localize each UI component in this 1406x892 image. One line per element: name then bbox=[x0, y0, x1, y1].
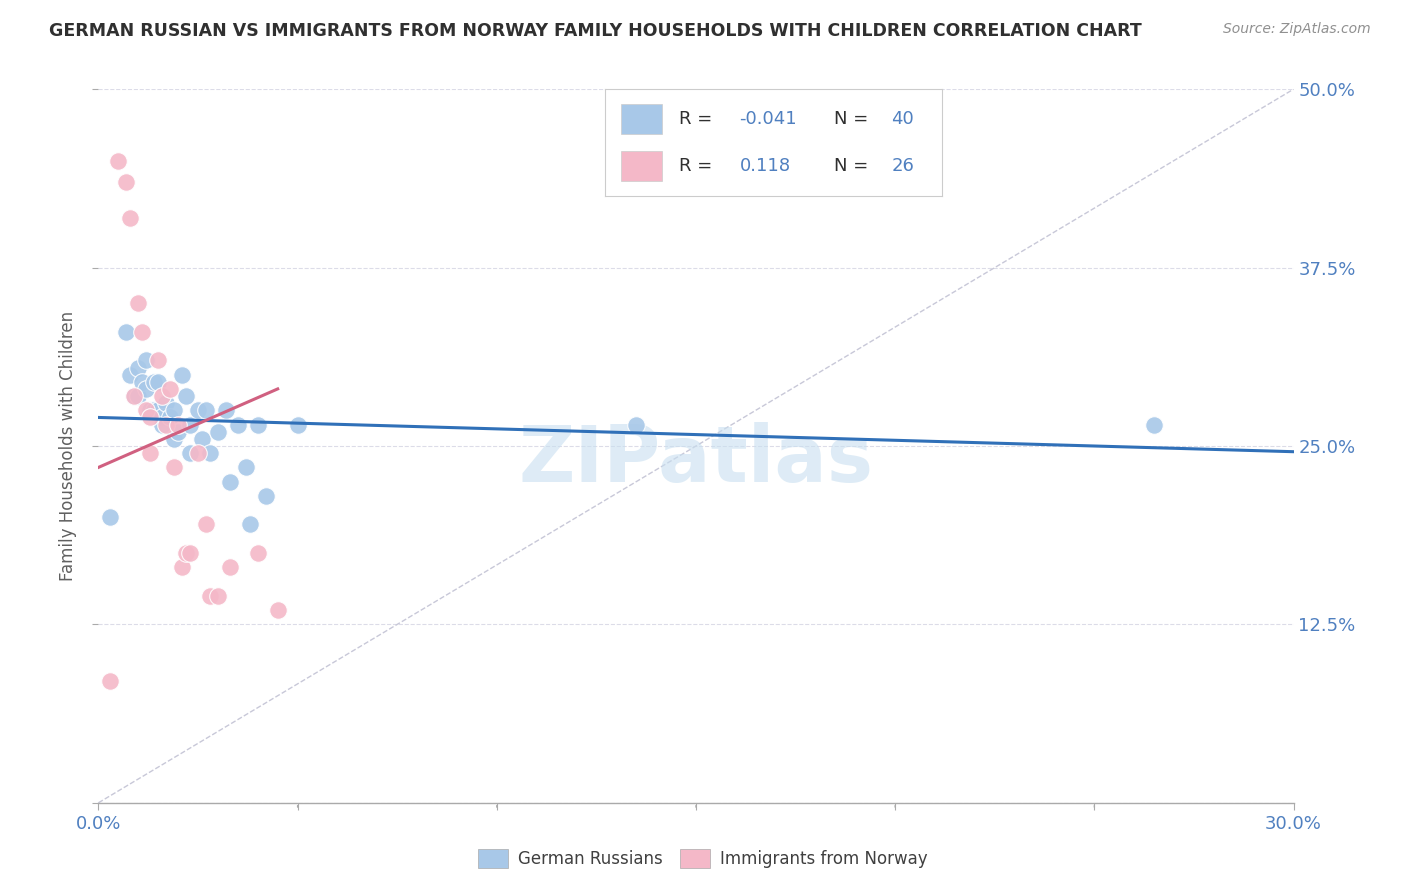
Point bbox=[246, 417, 269, 432]
Point bbox=[191, 432, 214, 446]
Point bbox=[159, 382, 181, 396]
Point bbox=[127, 360, 149, 375]
Point bbox=[172, 368, 194, 382]
Point bbox=[163, 403, 186, 417]
Point bbox=[131, 325, 153, 339]
Point bbox=[155, 396, 177, 410]
Point bbox=[287, 417, 309, 432]
Point bbox=[143, 375, 166, 389]
Point bbox=[143, 403, 166, 417]
Point bbox=[235, 460, 257, 475]
Point bbox=[626, 417, 648, 432]
Point bbox=[131, 375, 153, 389]
Text: 40: 40 bbox=[891, 111, 914, 128]
Point bbox=[135, 382, 157, 396]
Point bbox=[120, 368, 142, 382]
Point bbox=[127, 389, 149, 403]
Point bbox=[159, 410, 181, 425]
Text: 26: 26 bbox=[891, 157, 914, 175]
Point bbox=[139, 403, 162, 417]
Point bbox=[98, 674, 122, 689]
Point bbox=[150, 417, 173, 432]
Text: 0.118: 0.118 bbox=[740, 157, 790, 175]
Point bbox=[163, 460, 186, 475]
Legend: German Russians, Immigrants from Norway: German Russians, Immigrants from Norway bbox=[472, 842, 934, 875]
Point bbox=[1143, 417, 1166, 432]
Point bbox=[179, 446, 201, 460]
Point bbox=[98, 510, 122, 524]
Point bbox=[124, 389, 146, 403]
Point bbox=[150, 389, 173, 403]
Point bbox=[179, 546, 201, 560]
Text: GERMAN RUSSIAN VS IMMIGRANTS FROM NORWAY FAMILY HOUSEHOLDS WITH CHILDREN CORRELA: GERMAN RUSSIAN VS IMMIGRANTS FROM NORWAY… bbox=[49, 22, 1142, 40]
Point bbox=[207, 589, 229, 603]
Point bbox=[198, 446, 221, 460]
Point bbox=[139, 410, 162, 425]
Point bbox=[215, 403, 238, 417]
Point bbox=[187, 403, 209, 417]
Point bbox=[135, 403, 157, 417]
Point bbox=[174, 389, 197, 403]
Point bbox=[139, 446, 162, 460]
Point bbox=[115, 175, 138, 189]
Text: R =: R = bbox=[679, 157, 718, 175]
Point bbox=[163, 432, 186, 446]
Point bbox=[124, 389, 146, 403]
Point bbox=[267, 603, 290, 617]
Text: N =: N = bbox=[834, 157, 875, 175]
Point bbox=[219, 560, 242, 574]
Point bbox=[174, 546, 197, 560]
Point bbox=[172, 560, 194, 574]
Point bbox=[135, 353, 157, 368]
FancyBboxPatch shape bbox=[621, 152, 662, 181]
Text: N =: N = bbox=[834, 111, 875, 128]
Point bbox=[127, 296, 149, 310]
Point bbox=[148, 403, 170, 417]
Point bbox=[207, 425, 229, 439]
Point bbox=[179, 417, 201, 432]
Y-axis label: Family Households with Children: Family Households with Children bbox=[59, 311, 77, 581]
Point bbox=[148, 375, 170, 389]
Point bbox=[239, 517, 262, 532]
Point bbox=[150, 410, 173, 425]
Point bbox=[115, 325, 138, 339]
Text: Source: ZipAtlas.com: Source: ZipAtlas.com bbox=[1223, 22, 1371, 37]
Text: R =: R = bbox=[679, 111, 718, 128]
Point bbox=[187, 446, 209, 460]
Point bbox=[226, 417, 249, 432]
Text: -0.041: -0.041 bbox=[740, 111, 797, 128]
Text: ZIPatlas: ZIPatlas bbox=[519, 422, 873, 499]
Point bbox=[148, 353, 170, 368]
Point bbox=[195, 517, 218, 532]
Point bbox=[219, 475, 242, 489]
Point bbox=[120, 211, 142, 225]
FancyBboxPatch shape bbox=[621, 104, 662, 134]
Point bbox=[107, 153, 129, 168]
Point bbox=[246, 546, 269, 560]
Point bbox=[254, 489, 277, 503]
Point bbox=[155, 417, 177, 432]
Point bbox=[167, 417, 190, 432]
Point bbox=[167, 425, 190, 439]
Point bbox=[195, 403, 218, 417]
Point bbox=[198, 589, 221, 603]
